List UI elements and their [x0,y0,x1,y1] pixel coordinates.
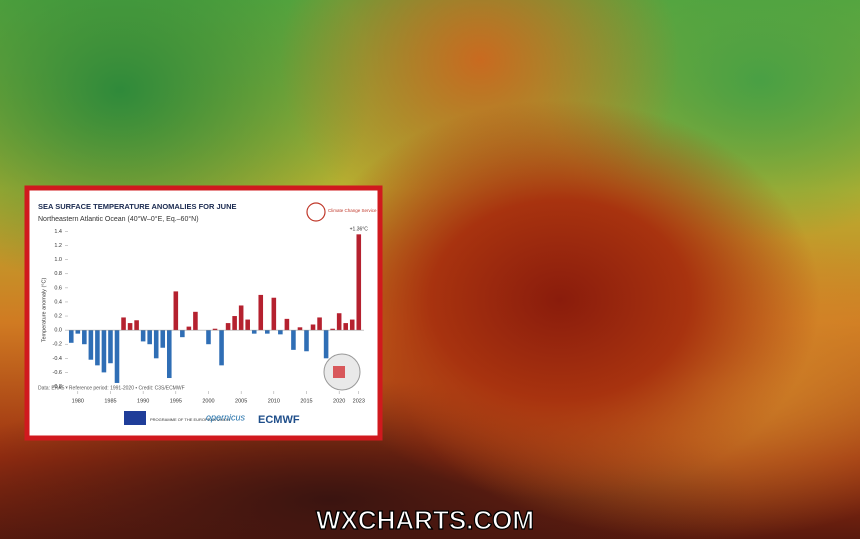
bar [68,330,74,343]
bar [166,330,172,379]
x-tick-label: 1990 [137,398,149,404]
bar [251,330,257,334]
region-box [333,366,345,378]
x-tick-label: 1995 [170,398,182,404]
bar [88,330,94,360]
bar [206,330,211,345]
bar [291,330,296,350]
bar [140,330,146,342]
bar [323,330,329,359]
chart-subtitle: Northeastern Atlantic Ocean (40°W–0°E, E… [38,215,199,223]
chart-title: SEA SURFACE TEMPERATURE ANOMALIES FOR JU… [38,202,237,211]
bar [212,328,218,331]
bar [330,328,335,331]
y-tick-label: 0.2 [54,313,62,319]
y-tick-label: 0.4 [54,299,62,305]
bar [356,234,362,331]
x-tick-label: 1980 [72,398,84,404]
bar [336,313,342,331]
x-tick-label: 2020 [333,398,345,404]
y-tick-label: 1.0 [54,257,62,263]
inset-frame [24,185,383,441]
bar [349,319,355,331]
y-tick-label: -0.8 [53,384,62,390]
bar [258,294,264,331]
bar [75,330,81,334]
bar [134,320,139,331]
x-tick-label: 2005 [235,398,247,404]
bar [127,323,133,331]
y-tick-label: 1.4 [54,229,62,235]
bar [304,330,309,352]
x-tick-label: 2023 [353,398,365,404]
bar [147,330,152,345]
y-tick-label: 0.8 [54,271,62,277]
x-tick-label: 1985 [104,398,116,404]
footnote: Data: ERA5 • Reference period: 1991-2020… [38,385,185,391]
bar [284,318,290,331]
logo-text: ECMWF [258,414,300,426]
bar [193,311,198,331]
logo-text: Climate Change Service [328,208,377,213]
bar [232,316,237,331]
y-tick-label: 1.2 [54,243,62,249]
bar [82,330,87,345]
x-tick-label: 2015 [300,398,312,404]
bar [225,323,231,331]
bar [265,330,270,334]
x-tick-label: 2000 [202,398,214,404]
eu-flag [124,411,146,425]
bar [278,330,283,335]
bar [121,317,126,331]
watermark: WXCHARTS.COM [316,505,534,535]
y-tick-label: -0.4 [53,356,62,362]
bar [271,297,277,331]
bar [108,330,113,364]
bar [343,323,348,331]
bar [180,330,185,338]
bar [219,330,224,366]
y-tick-label: -0.6 [53,370,62,376]
y-tick-label: -0.2 [53,342,62,348]
bar [114,330,120,383]
bar [317,317,322,331]
bar [186,326,192,331]
y-tick-label: 0.6 [54,285,62,291]
value-label: +1.36°C [350,227,369,233]
y-axis-label: Temperature anomaly (°C) [41,278,47,343]
c3s-logo [306,202,326,222]
bar [101,330,107,373]
bar [310,324,316,331]
bar [245,319,250,331]
bar [173,291,179,331]
logo-text: PROGRAMME OF THE EUROPEAN UNION [150,417,230,422]
bar [238,305,244,331]
bar [160,330,166,348]
bar [297,327,303,331]
bar [95,330,100,366]
x-tick-label: 2010 [268,398,280,404]
logo-text: opernicus [206,412,246,422]
y-tick-label: 0.0 [54,328,62,334]
bar [153,330,159,359]
